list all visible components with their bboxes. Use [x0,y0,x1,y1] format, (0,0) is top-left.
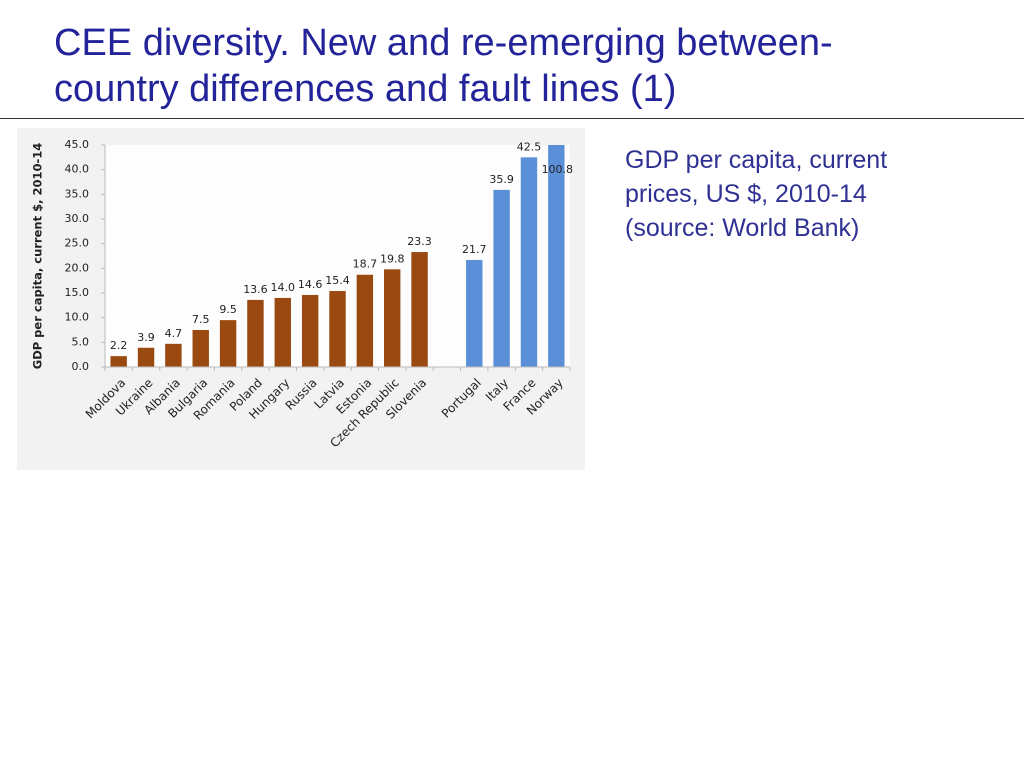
y-tick-label: 30.0 [65,212,90,225]
bar [274,297,291,367]
y-tick-label: 45.0 [65,138,90,151]
bar [165,343,182,367]
data-label: 21.7 [462,243,487,256]
y-tick-label: 5.0 [72,335,90,348]
data-label: 23.3 [407,235,432,248]
chart-note: GDP per capita, current prices, US $, 20… [625,146,888,242]
data-label: 14.0 [271,281,296,294]
bars [110,145,565,367]
data-label: 7.5 [192,313,210,326]
y-axis-title: GDP per capita, current $, 2010-14 [31,143,45,370]
data-label: 14.6 [298,278,323,291]
y-tick-label: 10.0 [65,311,90,324]
y-tick-label: 40.0 [65,163,90,176]
chart: GDP per capita, current $, 2010-14 0.0 5.… [17,128,585,470]
bar [466,259,483,367]
bar [219,320,237,367]
data-label: 42.5 [517,140,542,153]
y-tick-label: 35.0 [65,187,90,200]
data-label: 9.5 [219,303,237,316]
data-label: 15.4 [325,274,350,287]
bar [192,330,209,367]
bar [548,145,565,367]
bar [356,274,374,367]
data-label: 100.8 [542,163,574,176]
data-label: 2.2 [110,339,128,352]
bar [110,356,127,367]
data-label: 18.7 [353,258,378,271]
bar [493,189,510,367]
data-label: 3.9 [137,331,155,344]
bar [520,157,538,367]
y-tick-label: 25.0 [65,237,90,250]
y-tick-label: 20.0 [65,261,90,274]
bar [247,299,264,367]
bar [137,347,155,367]
title-rule [0,118,1024,119]
y-tick-label: 0.0 [72,360,90,373]
data-label: 4.7 [165,327,183,340]
slide-title: CEE diversity. New and re-emerging betwe… [54,22,833,110]
data-label: 19.8 [380,252,405,265]
bar [329,291,346,367]
bar [384,269,401,367]
data-label: 35.9 [489,173,514,186]
data-label: 13.6 [243,283,268,296]
bar [411,252,428,367]
bar [301,294,319,367]
y-tick-label: 15.0 [65,286,90,299]
